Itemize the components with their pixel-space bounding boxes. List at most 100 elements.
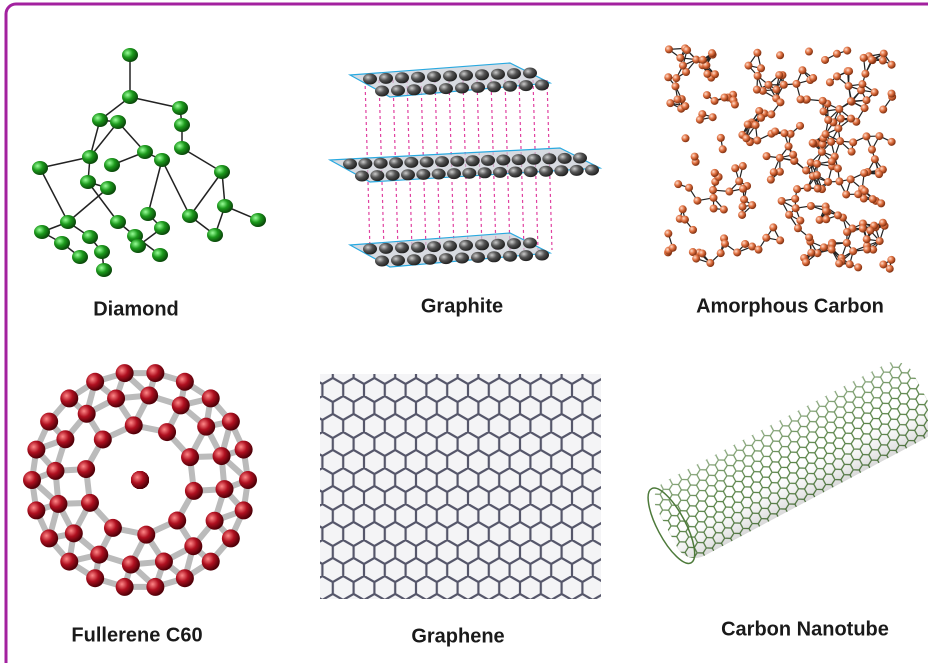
atom: [435, 156, 449, 168]
atom: [808, 138, 817, 147]
atom: [519, 250, 533, 262]
atom: [355, 170, 369, 182]
atom: [827, 245, 836, 254]
atom: [757, 113, 766, 122]
atom: [802, 95, 811, 104]
atom: [140, 207, 156, 221]
atom: [818, 96, 827, 105]
atom: [477, 167, 492, 179]
atom: [730, 100, 739, 109]
atom: [174, 118, 190, 132]
atom: [827, 137, 836, 146]
atom: [720, 93, 729, 102]
atom: [527, 153, 541, 165]
atom: [678, 61, 687, 70]
atom: [234, 440, 253, 459]
atom: [803, 183, 812, 192]
atom: [221, 529, 240, 548]
atom: [32, 161, 48, 175]
atom: [688, 225, 697, 234]
atom: [849, 138, 858, 147]
atom: [234, 501, 253, 520]
atom: [681, 102, 690, 111]
atom: [184, 481, 203, 500]
atom: [508, 166, 523, 178]
atom: [542, 153, 557, 165]
atom: [775, 153, 784, 162]
atom: [743, 120, 752, 129]
atom: [870, 88, 879, 97]
atom: [411, 241, 425, 253]
atom: [845, 260, 854, 269]
atom: [866, 226, 875, 235]
atom: [752, 85, 761, 94]
atom: [861, 69, 870, 78]
atom: [702, 91, 711, 100]
atom: [862, 132, 871, 141]
atom: [718, 145, 727, 154]
atom: [86, 372, 105, 391]
atom: [769, 223, 778, 232]
atom: [182, 209, 198, 223]
atom: [554, 165, 569, 177]
atom: [857, 86, 866, 95]
atom: [707, 49, 716, 58]
atom: [343, 158, 357, 170]
atom: [738, 162, 747, 171]
atom: [391, 254, 405, 266]
atom: [115, 364, 134, 383]
label: Diamond: [93, 298, 179, 320]
atom: [875, 237, 884, 246]
atom: [709, 204, 718, 213]
atom: [358, 158, 373, 170]
atom: [673, 95, 682, 104]
atom: [716, 133, 725, 142]
atom: [835, 259, 844, 268]
atom: [833, 164, 842, 173]
atom: [56, 430, 75, 449]
atom: [503, 80, 517, 92]
atom: [205, 511, 224, 530]
atom: [775, 167, 784, 176]
atom: [710, 70, 719, 79]
atom: [720, 239, 729, 248]
atom: [158, 423, 177, 442]
atom: [40, 412, 59, 431]
atom: [744, 61, 753, 70]
atom: [758, 86, 767, 95]
atom: [682, 68, 691, 77]
atom: [692, 55, 701, 64]
atom: [767, 110, 776, 119]
atom: [792, 79, 801, 88]
nanotube-image: [647, 361, 928, 565]
atom: [731, 164, 740, 173]
atom: [822, 206, 831, 215]
atom: [539, 165, 553, 177]
atom: [833, 72, 842, 81]
atom: [821, 130, 830, 139]
bond: [147, 159, 163, 215]
atom: [239, 471, 257, 489]
atom: [860, 104, 869, 113]
amorphous-image: [664, 44, 897, 273]
atom: [379, 72, 393, 84]
atom: [475, 239, 489, 251]
atom: [671, 82, 680, 91]
atom: [878, 218, 887, 227]
atom: [809, 74, 818, 83]
atom: [706, 259, 715, 268]
atom: [817, 147, 826, 156]
atom: [23, 471, 41, 489]
atom: [573, 152, 587, 164]
atom: [870, 155, 879, 164]
atom: [802, 166, 811, 175]
atom: [813, 184, 822, 193]
atom: [40, 529, 59, 548]
bond: [129, 96, 181, 109]
atom: [535, 249, 549, 261]
atom: [842, 238, 851, 247]
atom: [819, 107, 828, 116]
atom: [96, 263, 112, 277]
atom: [107, 389, 126, 408]
atom: [174, 141, 190, 155]
